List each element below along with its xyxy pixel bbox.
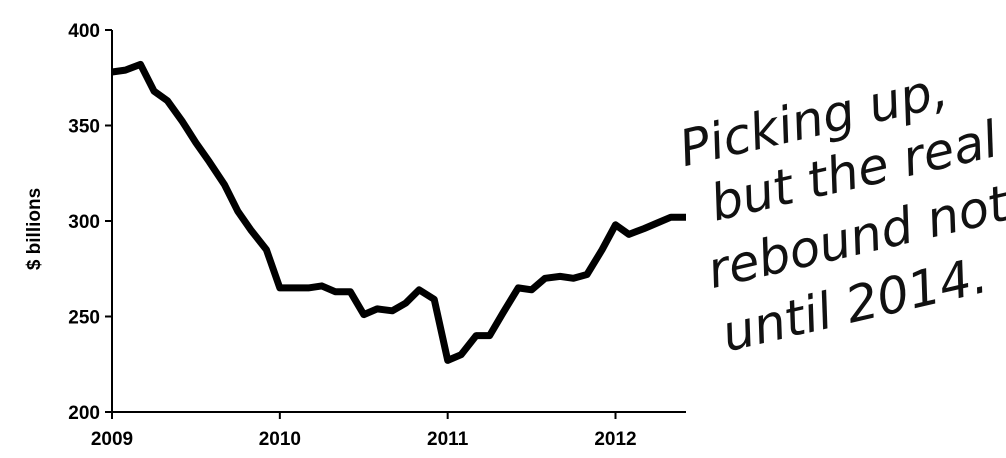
tick-labels: 200 250 300 350 400 2009 2010 2011 2012 [68,21,636,450]
x-tick-label: 2012 [594,429,636,450]
x-tick-label: 2011 [427,429,469,450]
axes [111,30,686,413]
ticks [105,29,617,419]
y-tick-label: 200 [68,403,100,424]
y-axis-title: $ billions [24,188,45,270]
y-tick-label: 400 [68,21,100,42]
x-tick-label: 2010 [259,429,301,450]
handwritten-annotation: Picking up, but the real rebound not unt… [674,60,1006,363]
y-tick-label: 300 [68,212,100,233]
x-tick-label: 2009 [91,429,133,450]
series-line [111,60,686,364]
y-tick-label: 250 [68,308,100,329]
series [111,60,686,364]
y-tick-label: 350 [68,117,100,138]
